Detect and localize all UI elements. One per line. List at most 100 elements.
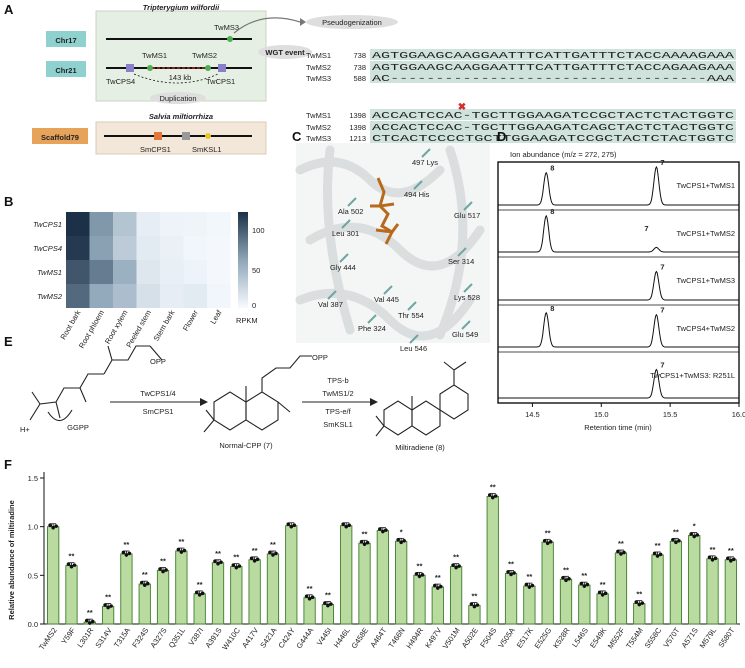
x-tick-label: G458E	[349, 626, 370, 650]
alignment-seq-pos: 1213	[349, 134, 366, 143]
heatmap-cell	[136, 260, 160, 284]
significance-mark: **	[581, 571, 587, 580]
ggpp-opp: OPP	[150, 357, 166, 366]
heatmap-col-label: Stem bark	[152, 308, 177, 342]
trace-label: TwCPS1+TwMS3: R251L	[650, 371, 735, 380]
replicate-dot	[365, 540, 370, 545]
replicate-dot	[402, 538, 406, 543]
heatmap-cell	[89, 260, 113, 284]
heatmap-cell	[160, 260, 184, 284]
residue-label: Gly 444	[330, 263, 356, 272]
heatmap-cell	[89, 236, 113, 260]
pseudo-badge	[306, 15, 398, 29]
interval-label: 143 kb	[169, 73, 192, 82]
replicate-dot	[127, 551, 132, 556]
replicate-dot	[48, 523, 52, 528]
residue-stick	[383, 285, 393, 295]
significance-mark: *	[693, 522, 696, 531]
replicate-dot	[652, 551, 657, 556]
replicate-dot	[692, 534, 697, 539]
replicate-dot	[713, 556, 718, 561]
significance-mark: **	[636, 590, 642, 599]
x-tick-label: M579L	[698, 626, 719, 650]
significance-mark: **	[362, 529, 368, 538]
replicate-dot	[729, 558, 733, 563]
enzyme-twms: TwMS1/2	[322, 389, 353, 398]
alignment-seq-pos: 1398	[349, 111, 366, 120]
bar	[724, 559, 737, 625]
replicate-dot	[289, 524, 294, 529]
chromatogram-trace	[498, 165, 739, 206]
trace-label: TwCPS1+TwMS2	[676, 229, 735, 238]
replicate-dot	[582, 584, 587, 588]
bar	[120, 553, 133, 625]
x-tick-label: T554M	[624, 626, 645, 650]
significance-mark: **	[178, 537, 184, 546]
replicate-dot	[674, 540, 678, 545]
twcps1-label: TwCPS1	[206, 77, 235, 86]
replicate-dot	[542, 538, 547, 543]
replicate-dot	[707, 555, 712, 560]
replicate-dot	[200, 591, 205, 596]
replicate-dot	[344, 524, 349, 529]
alignment-seq: ACCACTCCAC-TGCTTGGAAGATCCGCTACTCTACTGGTC	[372, 110, 735, 121]
colorbar-tick-50: 50	[252, 266, 260, 275]
replicate-dot	[219, 560, 223, 564]
scaffold-gene	[182, 132, 190, 140]
twcps4-label: TwCPS4	[106, 77, 135, 86]
residue-label: Leu 301	[332, 229, 359, 238]
heatmap-row-label: TwCPS1	[33, 220, 62, 229]
peak-8-label: 8	[550, 164, 554, 173]
smcps1-locus	[154, 132, 162, 140]
replicate-dot	[252, 558, 257, 563]
alignment-seq: AGTGGAAGCAAGGAATTTCATTGATTTCTACCAGAAGAAA	[372, 62, 735, 73]
miltiradiene-structure	[375, 361, 469, 437]
trace-label: TwCPS4+TwMS2	[676, 324, 735, 333]
replicate-dot	[362, 542, 367, 546]
peak-7-label: 7	[660, 158, 664, 167]
replicate-dot	[176, 547, 181, 552]
significance-mark: **	[417, 561, 423, 570]
residue-stick	[421, 148, 431, 158]
twms2-locus	[205, 65, 211, 71]
x-tick-label: T315A	[112, 626, 132, 649]
peak-7-label: 7	[660, 361, 664, 370]
wgt-badge	[258, 45, 312, 59]
replicate-dot	[106, 605, 110, 610]
replicate-dot	[487, 493, 492, 497]
residue-stick	[339, 253, 349, 263]
chromatogram-trace	[498, 311, 739, 348]
smcps1-label: SmCPS1	[140, 145, 171, 154]
twcps4-locus	[126, 64, 134, 72]
replicate-dot	[87, 621, 92, 625]
replicate-dot	[677, 538, 681, 543]
bar	[523, 585, 536, 625]
significance-mark: **	[123, 540, 129, 549]
replicate-dot	[475, 603, 480, 607]
replicate-dot	[637, 602, 642, 607]
replicate-dot	[622, 550, 626, 555]
x-tick-label: L546S	[570, 626, 590, 649]
x-tick-label: G444A	[294, 626, 315, 650]
pseudo-arrow	[233, 17, 301, 34]
x-tick-label: A327S	[148, 626, 168, 650]
chromatogram-trace	[498, 214, 739, 253]
mutation-x-mark: ✖	[458, 102, 466, 113]
alignment-seq-pos: 738	[353, 63, 366, 72]
x-tick-label: S314V	[93, 626, 113, 650]
bar	[376, 530, 389, 625]
heatmap-col-label: Root xylem	[103, 309, 130, 346]
ligand	[370, 177, 400, 245]
heatmap-cell	[113, 260, 137, 284]
significance-mark: **	[69, 552, 75, 561]
x-tick-label: S421A	[258, 626, 278, 650]
x-tick-label: E549K	[588, 626, 608, 650]
mutant-bar-chart: 0.00.51.01.5TwMS2**Y59F**L301R**S314V**T…	[28, 472, 740, 652]
replicate-dot	[216, 561, 220, 566]
peak-7-label: 7	[660, 263, 664, 272]
bar	[285, 525, 298, 625]
x-tick-label: V501M	[441, 626, 462, 651]
replicate-dot	[249, 556, 254, 561]
heatmap-col-label: Leaf	[208, 308, 224, 326]
heatmap-cell	[160, 212, 184, 236]
